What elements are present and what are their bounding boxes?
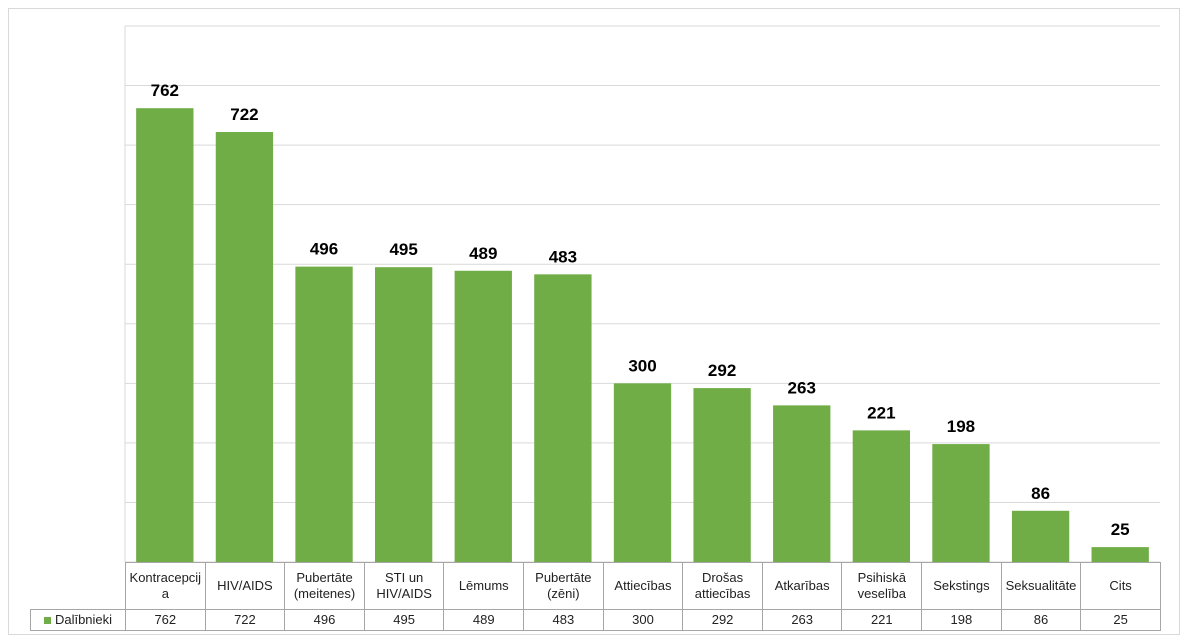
bar — [374, 267, 433, 562]
legend-label: Dalībnieki — [54, 612, 113, 627]
x-tick-label: Lēmums — [443, 562, 525, 610]
chart-frame — [8, 8, 1180, 635]
x-tick-label: Cits — [1080, 562, 1161, 610]
bar — [693, 388, 751, 562]
bar — [534, 274, 592, 562]
bar — [613, 383, 672, 562]
data-label: 86 — [1031, 484, 1050, 503]
table-value: 221 — [841, 609, 923, 631]
data-label: 198 — [947, 417, 975, 436]
table-value: 300 — [602, 609, 684, 631]
bar — [1011, 510, 1070, 562]
table-value: 263 — [761, 609, 843, 631]
data-table: Kontracepcija HIV/AIDS Pubertāte (meitenes… — [30, 562, 1161, 631]
table-value: 489 — [443, 609, 525, 631]
data-label: 722 — [230, 105, 258, 124]
table-value: 722 — [204, 609, 286, 631]
data-label: 483 — [549, 247, 577, 266]
bar — [932, 444, 990, 562]
data-label: 221 — [867, 403, 895, 422]
legend-cell: Dalībnieki — [30, 609, 126, 631]
data-label: 25 — [1111, 520, 1130, 539]
blank-cell — [30, 562, 126, 610]
bar — [454, 270, 512, 562]
x-tick-label: Pubertāte (zēni) — [523, 562, 604, 610]
value-row: Dalībnieki 762 722 496 495 489 483 300 292 263 221… — [30, 609, 1161, 631]
x-tick-label: Pubertāte (meitenes) — [284, 562, 365, 610]
bar — [852, 430, 911, 562]
table-value: 86 — [1000, 609, 1082, 631]
table-value: 483 — [523, 609, 604, 631]
table-value: 198 — [921, 609, 1002, 631]
bar — [773, 405, 831, 562]
data-label: 292 — [708, 361, 736, 380]
data-label: 496 — [310, 240, 338, 259]
data-label: 762 — [151, 81, 179, 100]
data-label: 263 — [788, 378, 816, 397]
x-tick-label: Attiecības — [602, 562, 684, 610]
table-value: 25 — [1080, 609, 1161, 631]
x-tick-label: Kontracepcija — [125, 562, 206, 610]
legend-key — [43, 617, 51, 625]
x-tick-label: Atkarības — [761, 562, 843, 610]
bar — [295, 266, 353, 562]
x-tick-label: Sekstings — [921, 562, 1002, 610]
bar — [136, 108, 194, 562]
category-row: Kontracepcija HIV/AIDS Pubertāte (meitenes… — [30, 562, 1161, 610]
data-label: 300 — [628, 356, 656, 375]
x-tick-label: Psihiskā veselība — [841, 562, 923, 610]
table-value: 292 — [682, 609, 763, 631]
bar — [1091, 547, 1149, 562]
data-label: 489 — [469, 244, 497, 263]
x-tick-label: HIV/AIDS — [204, 562, 286, 610]
data-label: 495 — [389, 240, 417, 259]
x-tick-label: Drošas attiecības — [682, 562, 763, 610]
table-value: 495 — [363, 609, 445, 631]
x-tick-label: STI un HIV/AIDS — [363, 562, 445, 610]
x-tick-label: Seksualitāte — [1000, 562, 1082, 610]
bar — [215, 132, 274, 562]
table-value: 762 — [125, 609, 206, 631]
table-value: 496 — [284, 609, 365, 631]
